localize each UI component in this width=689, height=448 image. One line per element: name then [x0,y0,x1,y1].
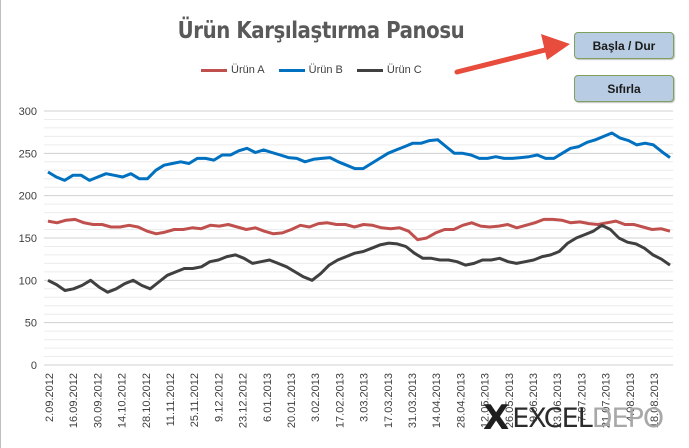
x-tick-label: 9.06.2013 [528,373,540,422]
x-tick-label: 2.09.2012 [44,373,56,422]
legend-swatch-urun-c [356,68,383,72]
x-tick-label: 14.10.2012 [117,373,129,428]
legend-item-urun-a: Ürün A [201,64,265,76]
watermark-depo-text: DEPO [591,402,664,434]
chart-series-lines [47,131,671,294]
x-tick-label: 30.09.2012 [92,373,104,428]
y-tick-label: 150 [19,233,37,245]
y-tick-label: 50 [25,318,37,330]
watermark-excel-text: EXCEL [512,402,593,434]
x-tick-label: 18.08.2013 [649,373,661,428]
legend-item-urun-c: Ürün C [356,64,422,76]
x-tick-label: 23.12.2012 [238,373,250,428]
chart-gridlines [44,110,673,366]
pointer-arrow [454,43,564,75]
x-tick-label: 25.11.2012 [189,373,201,427]
chart-title: Ürün Karşılaştırma Panosu [177,18,465,44]
x-tick-label: 17.02.2013 [334,373,346,428]
x-tick-label: 12.05.2013 [480,373,492,428]
legend-swatch-urun-a [201,68,227,72]
x-tick-label: 17.03.2013 [383,373,395,428]
legend-label-urun-b: Ürün B [308,64,343,76]
x-tick-label: 3.03.2013 [359,373,371,422]
x-tick-label: 3.02.2013 [310,373,322,422]
chart-legend: Ürün A Ürün B Ürün C [201,62,436,78]
y-tick-label: 100 [19,275,37,287]
x-tick-label: 14.04.2013 [431,373,443,428]
x-tick-label: 6.01.2013 [262,373,274,422]
reset-button[interactable]: Sıfırla [574,75,674,102]
x-tick-label: 7.07.2013 [576,373,588,422]
x-tick-label: 20.01.2013 [286,373,298,428]
series-line-urun-b [47,131,671,182]
x-tick-label: 26.05.2013 [504,373,516,428]
x-tick-label: 9.12.2012 [213,373,225,422]
y-tick-label: 250 [19,148,37,160]
x-tick-label: 16.09.2012 [68,373,80,428]
y-tick-label: 300 [19,106,37,118]
x-tick-label: 23.06.2013 [552,373,564,428]
x-tick-label: 4.08.2013 [625,373,637,422]
pointer-arrowhead [541,34,570,60]
x-tick-label: 28.10.2012 [141,373,153,428]
legend-label-urun-a: Ürün A [231,64,265,76]
x-axis-tick-labels: 2.09.2012 16.09.2012 30.09.2012 14.10.2012 2… [44,373,661,428]
series-line-urun-a [47,217,671,242]
legend-swatch-urun-b [278,68,305,72]
y-tick-label: 0 [31,360,37,372]
x-tick-label: 21.07.2013 [601,373,613,428]
y-tick-label: 200 [19,191,37,203]
series-line-urun-c [47,223,671,294]
excel-depo-watermark: X EXCEL DEPO [483,398,664,438]
y-axis-tick-labels: 0 50 100 150 200 250 300 [19,106,37,372]
watermark-x-mark: X [483,398,509,438]
legend-item-urun-b: Ürün B [278,64,343,76]
x-tick-label: 28.04.2013 [455,373,467,428]
legend-label-urun-c: Ürün C [386,64,422,76]
start-stop-button[interactable]: Başla / Dur [574,32,674,59]
x-tick-label: 11.11.2012 [165,373,177,426]
x-tick-label: 31.03.2013 [407,373,419,428]
